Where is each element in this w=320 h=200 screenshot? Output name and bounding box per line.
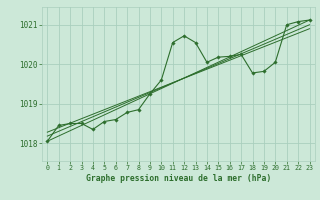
X-axis label: Graphe pression niveau de la mer (hPa): Graphe pression niveau de la mer (hPa) — [86, 174, 271, 183]
